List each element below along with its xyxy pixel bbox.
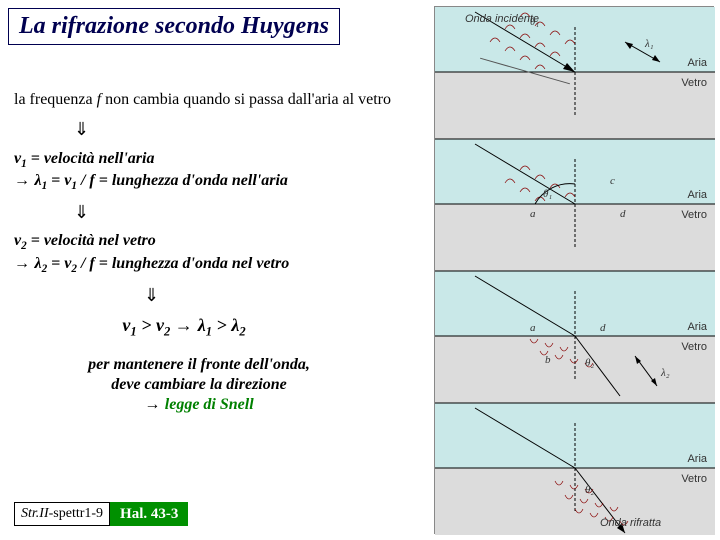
down-arrow-icon: ⇓ <box>74 201 424 224</box>
label-onda-rifratta: Onda rifratta <box>600 517 661 529</box>
footer-ref-left: Str.II-spettr1-9 <box>14 502 110 526</box>
main-line1: per mantenere il fronte dell'onda, <box>88 356 310 373</box>
freq-f: f <box>97 91 105 108</box>
conclusion-line: v1 > v2 → λ1 > λ2 <box>14 314 354 340</box>
l2-eq: = v <box>47 255 71 272</box>
freq-text-b: non cambia quando si passa dall'aria al … <box>105 91 391 108</box>
svg-text:d: d <box>600 322 606 334</box>
content-column: la frequenza f non cambia quando si pass… <box>14 90 424 419</box>
title-box: La rifrazione secondo Huygens <box>8 8 340 45</box>
label-vetro-2: Vetro <box>681 209 707 221</box>
implies-icon: → <box>14 255 34 272</box>
maintain-block: per mantenere il fronte dell'onda, deve … <box>14 355 384 415</box>
footer-left-b: spettr1-9 <box>53 506 103 522</box>
l1-eq: = v <box>47 172 71 189</box>
v2-text: = velocità nel vetro <box>27 232 156 249</box>
down-arrow-icon: ⇓ <box>144 284 424 307</box>
page-title: La rifrazione secondo Huygens <box>19 13 329 39</box>
svg-text:θ₁: θ₁ <box>543 188 552 200</box>
v1-block: v1 = velocità nell'aria → λ1 = v1 / f = … <box>14 149 424 193</box>
svg-text:θ₂: θ₂ <box>585 484 594 496</box>
svg-text:a: a <box>530 322 536 334</box>
c-gt2: > <box>212 315 231 335</box>
label-vetro-4: Vetro <box>681 473 707 485</box>
down-arrow-icon: ⇓ <box>74 118 424 141</box>
svg-text:θ₂: θ₂ <box>585 357 594 369</box>
refraction-figure: θ₁ λ₁ θ₁ a d c <box>434 6 714 534</box>
l2-text: / f = lunghezza d'onda nel vetro <box>77 255 289 272</box>
v2-block: v2 = velocità nel vetro → λ2 = v2 / f = … <box>14 231 424 275</box>
svg-text:a: a <box>530 208 536 220</box>
snell-law: legge di Snell <box>165 396 254 413</box>
label-vetro-3: Vetro <box>681 341 707 353</box>
figure-svg: θ₁ λ₁ θ₁ a d c <box>435 7 715 535</box>
c-l1: λ <box>198 315 206 335</box>
v1-text: = velocità nell'aria <box>27 150 155 167</box>
frequency-statement: la frequenza f non cambia quando si pass… <box>14 90 424 110</box>
footer-ref-right: Hal. 43-3 <box>110 502 188 526</box>
c-s2: 2 <box>164 325 170 339</box>
label-aria-2: Aria <box>687 189 707 201</box>
svg-text:λ₂: λ₂ <box>660 367 670 379</box>
implies-icon: → <box>175 315 198 335</box>
label-onda-incidente: Onda incidente <box>465 13 539 25</box>
l1-text: / f = lunghezza d'onda nell'aria <box>77 172 288 189</box>
lambda2: λ <box>34 255 41 272</box>
c-gt1: > v <box>137 315 164 335</box>
lambda1: λ <box>34 172 41 189</box>
footer: Str.II-spettr1-9 Hal. 43-3 <box>14 502 188 526</box>
label-vetro-1: Vetro <box>681 77 707 89</box>
label-aria-1: Aria <box>687 57 707 69</box>
label-aria-3: Aria <box>687 321 707 333</box>
footer-left-a: Str.II- <box>21 506 53 522</box>
implies-icon: → <box>14 172 34 189</box>
svg-text:λ₁: λ₁ <box>644 38 654 50</box>
svg-text:c: c <box>610 175 615 187</box>
svg-text:b: b <box>545 354 551 366</box>
freq-text-a: la frequenza <box>14 91 93 108</box>
svg-text:d: d <box>620 208 626 220</box>
main-line2: deve cambiare la direzione <box>111 376 287 393</box>
label-aria-4: Aria <box>687 453 707 465</box>
implies-icon: → <box>144 396 164 413</box>
c-ls2: 2 <box>239 325 245 339</box>
